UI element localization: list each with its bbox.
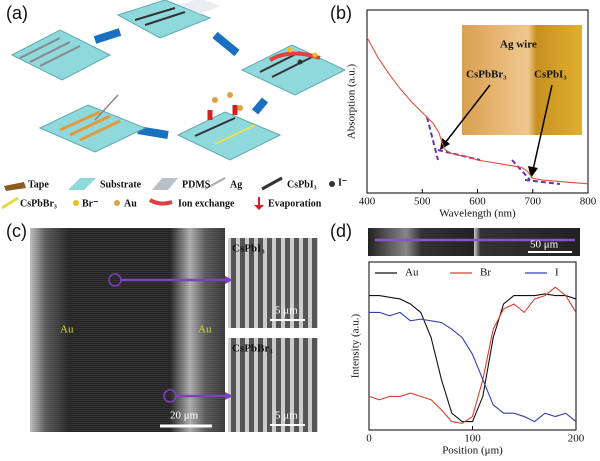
x-tick-label: 200	[568, 433, 585, 445]
annotation: Ag wire	[500, 39, 537, 51]
x-tick-label: 800	[580, 196, 597, 208]
x-tick-label: 100	[464, 433, 481, 445]
inset-photo	[462, 25, 582, 135]
x-axis-label: Wavelength (nm)	[439, 208, 516, 220]
legend-label: PDMS	[182, 179, 211, 190]
x-tick-label: 700	[525, 196, 542, 208]
sem-label: Au	[198, 324, 212, 336]
data-line	[368, 286, 577, 424]
legend-label: Au	[124, 198, 137, 209]
y-axis-label: Intensity (a.u.)	[350, 313, 362, 378]
legend-label: Au	[405, 267, 419, 279]
schematic	[10, 0, 347, 161]
legend-label: Tape	[28, 179, 49, 190]
annotation: CsPbI₃	[534, 69, 567, 81]
y-axis-label: Absorption (a.u.)	[346, 63, 358, 139]
legend-label: Ion exchange	[178, 198, 235, 209]
legend-label: Evaporation	[268, 198, 322, 209]
scale-label: 20 μm	[170, 410, 199, 422]
legend-label: Br⁻	[82, 198, 98, 209]
annotation: CsPbBr₃	[466, 69, 507, 81]
panel-label: (a)	[6, 3, 28, 23]
sem-images	[30, 228, 318, 432]
eds-image	[368, 228, 580, 256]
legend-label: Br	[480, 267, 491, 279]
x-axis-label: Position (μm)	[442, 445, 503, 457]
scale-label: 50 μm	[530, 239, 559, 251]
legend-label: I⁻	[338, 177, 347, 188]
plot-frame	[368, 261, 577, 431]
x-tick-label: 400	[359, 196, 376, 208]
data-line	[369, 311, 577, 423]
inset-title: CsPbBr₃	[232, 343, 273, 355]
legend-label: Ag	[230, 179, 242, 190]
scale-label: 5 μm	[275, 410, 298, 422]
x-tick-label: 500	[414, 196, 431, 208]
scale-label: 5 μm	[275, 305, 298, 317]
legend-icons	[1, 176, 335, 210]
legend-label: I	[555, 267, 559, 279]
panel-label: (b)	[330, 3, 352, 23]
legend-label: CsPbBr₃	[20, 198, 57, 209]
data-line	[369, 293, 577, 423]
data-line	[366, 37, 589, 185]
panel-label: (d)	[330, 221, 352, 241]
sem-label: Au	[60, 324, 74, 336]
legend-label: CsPbI₃	[287, 179, 317, 190]
x-tick-label: 0	[366, 433, 372, 445]
x-tick-label: 600	[469, 196, 486, 208]
legend-label: Substrate	[100, 179, 142, 190]
panel-label: (c)	[6, 221, 27, 241]
inset-title: CsPbI₃	[232, 243, 265, 255]
